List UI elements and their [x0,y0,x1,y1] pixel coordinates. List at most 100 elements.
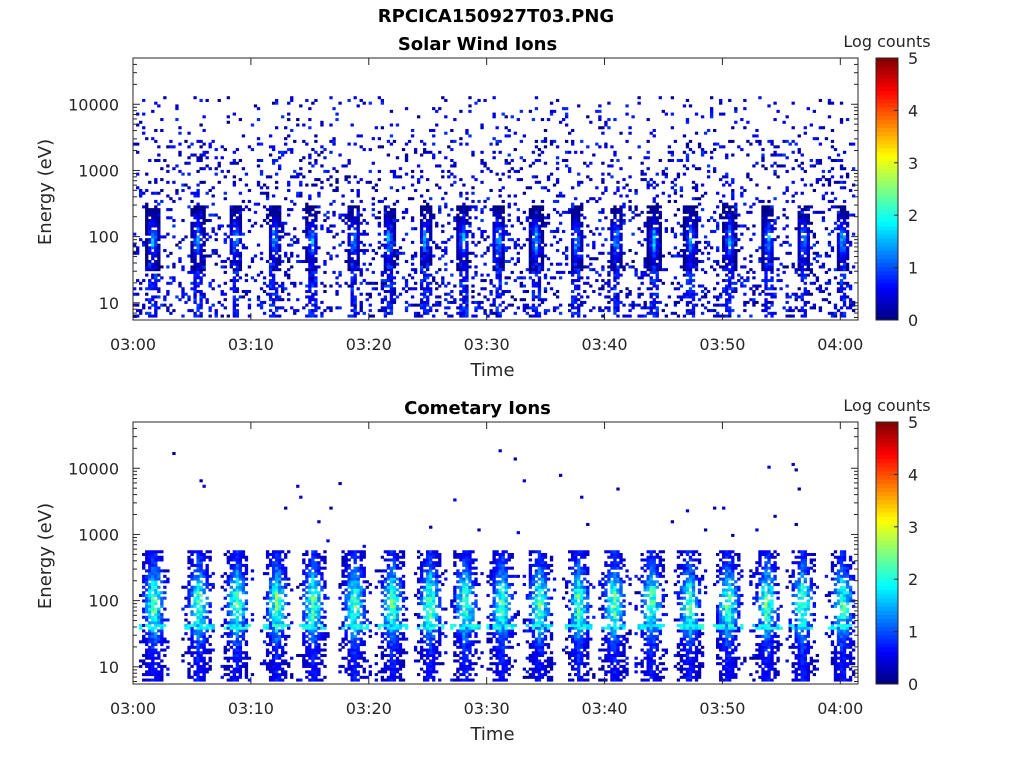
heatmap-cell [371,257,375,261]
heatmap-cell [613,208,617,212]
heatmap-cell [655,265,659,269]
heatmap-cell [540,254,545,258]
heatmap-cell [419,221,424,225]
heatmap-cell [404,306,409,310]
heatmap-cell [598,210,602,214]
heatmap-cell [673,139,678,143]
heatmap-cell [489,289,493,294]
heatmap-cell [531,246,536,250]
heatmap-cell [265,221,270,225]
heatmap-cell [232,300,237,304]
heatmap-cell [839,118,844,122]
heatmap-cell [389,227,394,231]
heatmap-cell [652,306,656,310]
heatmap-cell [265,284,270,288]
heatmap-cell [154,240,158,244]
heatmap-cell [649,227,653,231]
heatmap-cell [362,311,366,315]
heatmap-cell [734,224,738,228]
heatmap-cell [658,257,662,261]
heatmap-cell [199,270,203,274]
heatmap-cell [788,251,792,255]
heatmap-cell [142,593,146,597]
heatmap-cell [785,169,789,173]
heatmap-cell [456,251,460,255]
heatmap-cell [791,314,795,318]
heatmap-cell [407,273,412,277]
heatmap-cell [193,213,197,217]
heatmap-cell [353,221,357,225]
heatmap-cell [586,115,590,119]
heatmap-cell [392,169,397,173]
heatmap-cell [604,120,608,124]
heatmap-cell [664,229,668,233]
heatmap-cell [610,164,614,168]
heatmap-cell [459,208,463,212]
heatmap-cell [341,164,345,168]
heatmap-cell [419,251,424,255]
heatmap-cell [583,289,587,294]
heatmap-cell [383,281,388,285]
heatmap-cell [232,240,237,244]
heatmap-cell [350,246,354,250]
heatmap-cell [728,235,732,239]
heatmap-cell [531,224,536,228]
heatmap-cell [142,615,146,619]
heatmap-cell [190,254,194,258]
heatmap-cell [688,224,693,228]
heatmap-cell [552,139,557,143]
heatmap-cell [836,210,841,214]
heatmap-cell [489,243,493,247]
heatmap-cell [308,276,312,280]
heatmap-cell [274,232,279,236]
colorbar-swatch [876,160,898,165]
heatmap-cell [498,281,502,285]
heatmap-cell [842,205,847,209]
heatmap-cell [154,229,158,233]
heatmap-cell [423,257,427,261]
heatmap-cell [528,257,533,261]
heatmap-cell [716,311,720,315]
heatmap-cell [423,265,427,269]
heatmap-cell [836,205,841,209]
heatmap-cell [211,279,215,283]
heatmap-cell [410,276,415,280]
heatmap-cell [797,240,801,244]
heatmap-cell [419,194,424,198]
heatmap-cell [392,172,397,176]
heatmap-cell [386,240,391,244]
heatmap-cell [392,240,397,244]
heatmap-cell [151,287,155,291]
heatmap-cell [148,229,152,233]
heatmap-cell [797,262,801,266]
heatmap-cell [489,303,493,307]
heatmap-cell [232,213,237,217]
heatmap-cell [386,303,391,307]
heatmap-cell [317,178,321,182]
heatmap-cell [178,197,182,201]
heatmap-cell [646,156,650,160]
heatmap-cell [151,191,155,195]
heatmap-cell [848,189,853,193]
heatmap-cell [728,221,732,225]
heatmap-cell [540,259,545,263]
colorbar-frame [875,57,899,321]
heatmap-cell [172,219,176,223]
heatmap-cell [637,96,641,100]
heatmap-cell [791,262,795,266]
heatmap-cell [193,284,197,288]
heatmap-cell [646,240,650,244]
heatmap-cell [501,268,505,272]
heatmap-cell [619,273,623,277]
heatmap-cell [640,172,644,176]
heatmap-cell [145,583,149,587]
heatmap-cell [314,300,318,304]
heatmap-cell [803,251,807,255]
heatmap-cell [465,235,469,239]
heatmap-cell [619,300,623,304]
heatmap-cell [148,281,152,285]
heatmap-cell [634,303,638,307]
heatmap-cell [193,191,197,195]
heatmap-cell [435,246,439,250]
heatmap-cell [416,314,421,318]
